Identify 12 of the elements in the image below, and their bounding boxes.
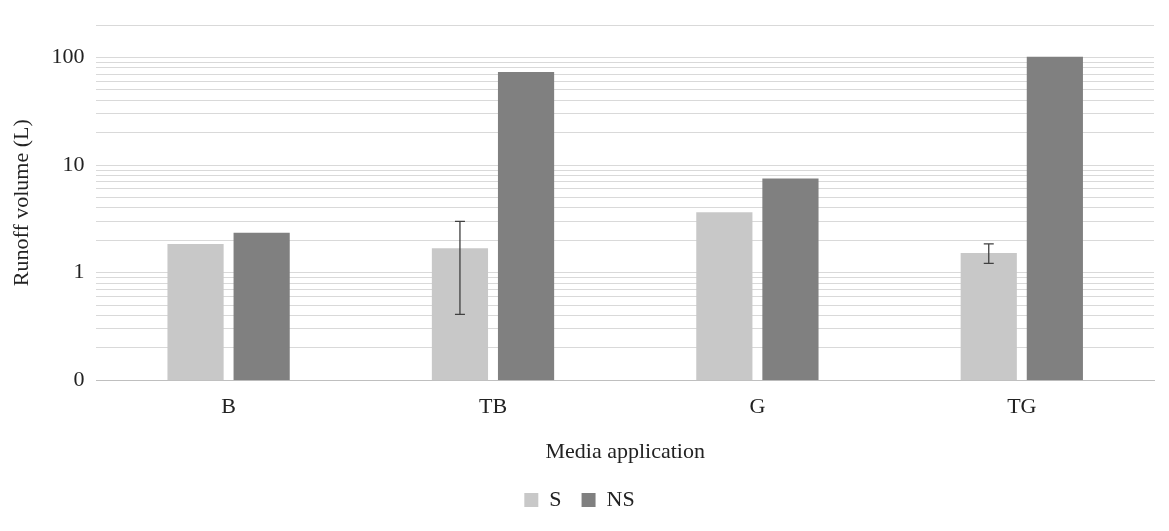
y-tick-label: 100 (51, 43, 85, 69)
x-axis-title: Media application (545, 437, 705, 463)
x-tick-label: G (749, 393, 766, 419)
y-tick-label: 0 (73, 365, 85, 391)
legend-label: S (549, 485, 562, 511)
x-tick-label: TB (478, 393, 508, 419)
y-tick-label: 10 (62, 150, 85, 176)
y-tick-label: 1 (73, 258, 85, 284)
y-axis-title: Runoff volume (L) (7, 119, 33, 287)
legend-label: NS (606, 485, 635, 511)
x-tick-label: B (221, 393, 236, 419)
x-tick-label: TG (1007, 393, 1037, 419)
